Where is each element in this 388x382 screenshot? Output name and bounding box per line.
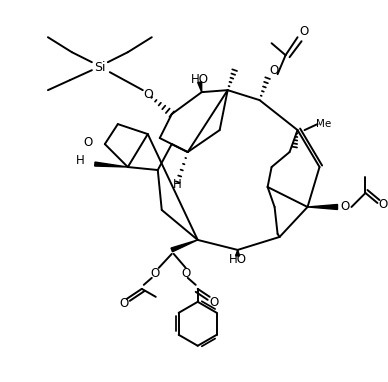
Text: H: H [76,154,85,167]
Text: Me: Me [315,119,331,129]
Polygon shape [236,250,240,256]
Text: HO: HO [229,253,247,266]
Text: HO: HO [191,73,209,86]
Text: O: O [379,199,388,212]
Text: O: O [299,25,308,38]
Polygon shape [171,240,198,252]
Text: O: O [150,267,159,280]
Text: H: H [173,178,182,191]
Text: Si: Si [94,61,106,74]
Polygon shape [198,82,202,92]
Polygon shape [95,162,128,167]
Polygon shape [308,204,338,209]
Text: O: O [181,267,191,280]
Text: O: O [83,136,93,149]
Text: O: O [341,201,350,214]
Text: O: O [209,296,218,309]
Text: O: O [269,64,278,77]
Text: O: O [143,87,153,100]
Text: O: O [119,297,128,310]
